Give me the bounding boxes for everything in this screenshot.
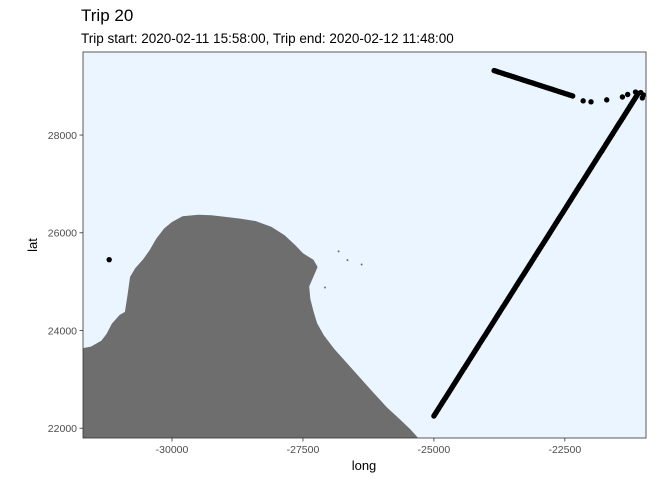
x-tick-label: -27500	[287, 444, 320, 456]
y-axis: 22000 24000 26000 28000	[48, 130, 83, 435]
y-tick-label: 26000	[48, 228, 77, 240]
x-axis-title: long	[352, 458, 377, 473]
mainland-shape	[83, 214, 419, 438]
y-tick-label: 22000	[48, 423, 77, 435]
x-tick-label: -22500	[548, 444, 581, 456]
islet	[360, 263, 363, 266]
track-point	[604, 97, 610, 103]
islet	[337, 250, 340, 253]
track-point	[588, 99, 594, 105]
y-tick-label: 24000	[48, 325, 77, 337]
chart-title: Trip 20	[81, 6, 133, 25]
plot-panel-border	[82, 51, 647, 439]
track-point	[570, 93, 576, 99]
y-axis-title: lat	[25, 238, 40, 252]
x-tick-label: -25000	[418, 444, 451, 456]
islet	[323, 286, 326, 289]
track-point	[639, 95, 646, 101]
land-layer	[83, 214, 419, 438]
chart-subtitle: Trip start: 2020-02-11 15:58:00, Trip en…	[81, 31, 454, 46]
track-point	[106, 256, 112, 263]
track-point	[624, 91, 631, 98]
x-axis: -30000 -27500 -25000 -22500	[156, 438, 581, 456]
track-point	[632, 89, 639, 95]
x-tick-label: -30000	[156, 444, 189, 456]
y-tick-label: 28000	[48, 130, 77, 142]
track-point	[619, 94, 626, 100]
track-point	[580, 98, 586, 104]
islet	[346, 259, 349, 262]
trip-track	[106, 67, 646, 419]
